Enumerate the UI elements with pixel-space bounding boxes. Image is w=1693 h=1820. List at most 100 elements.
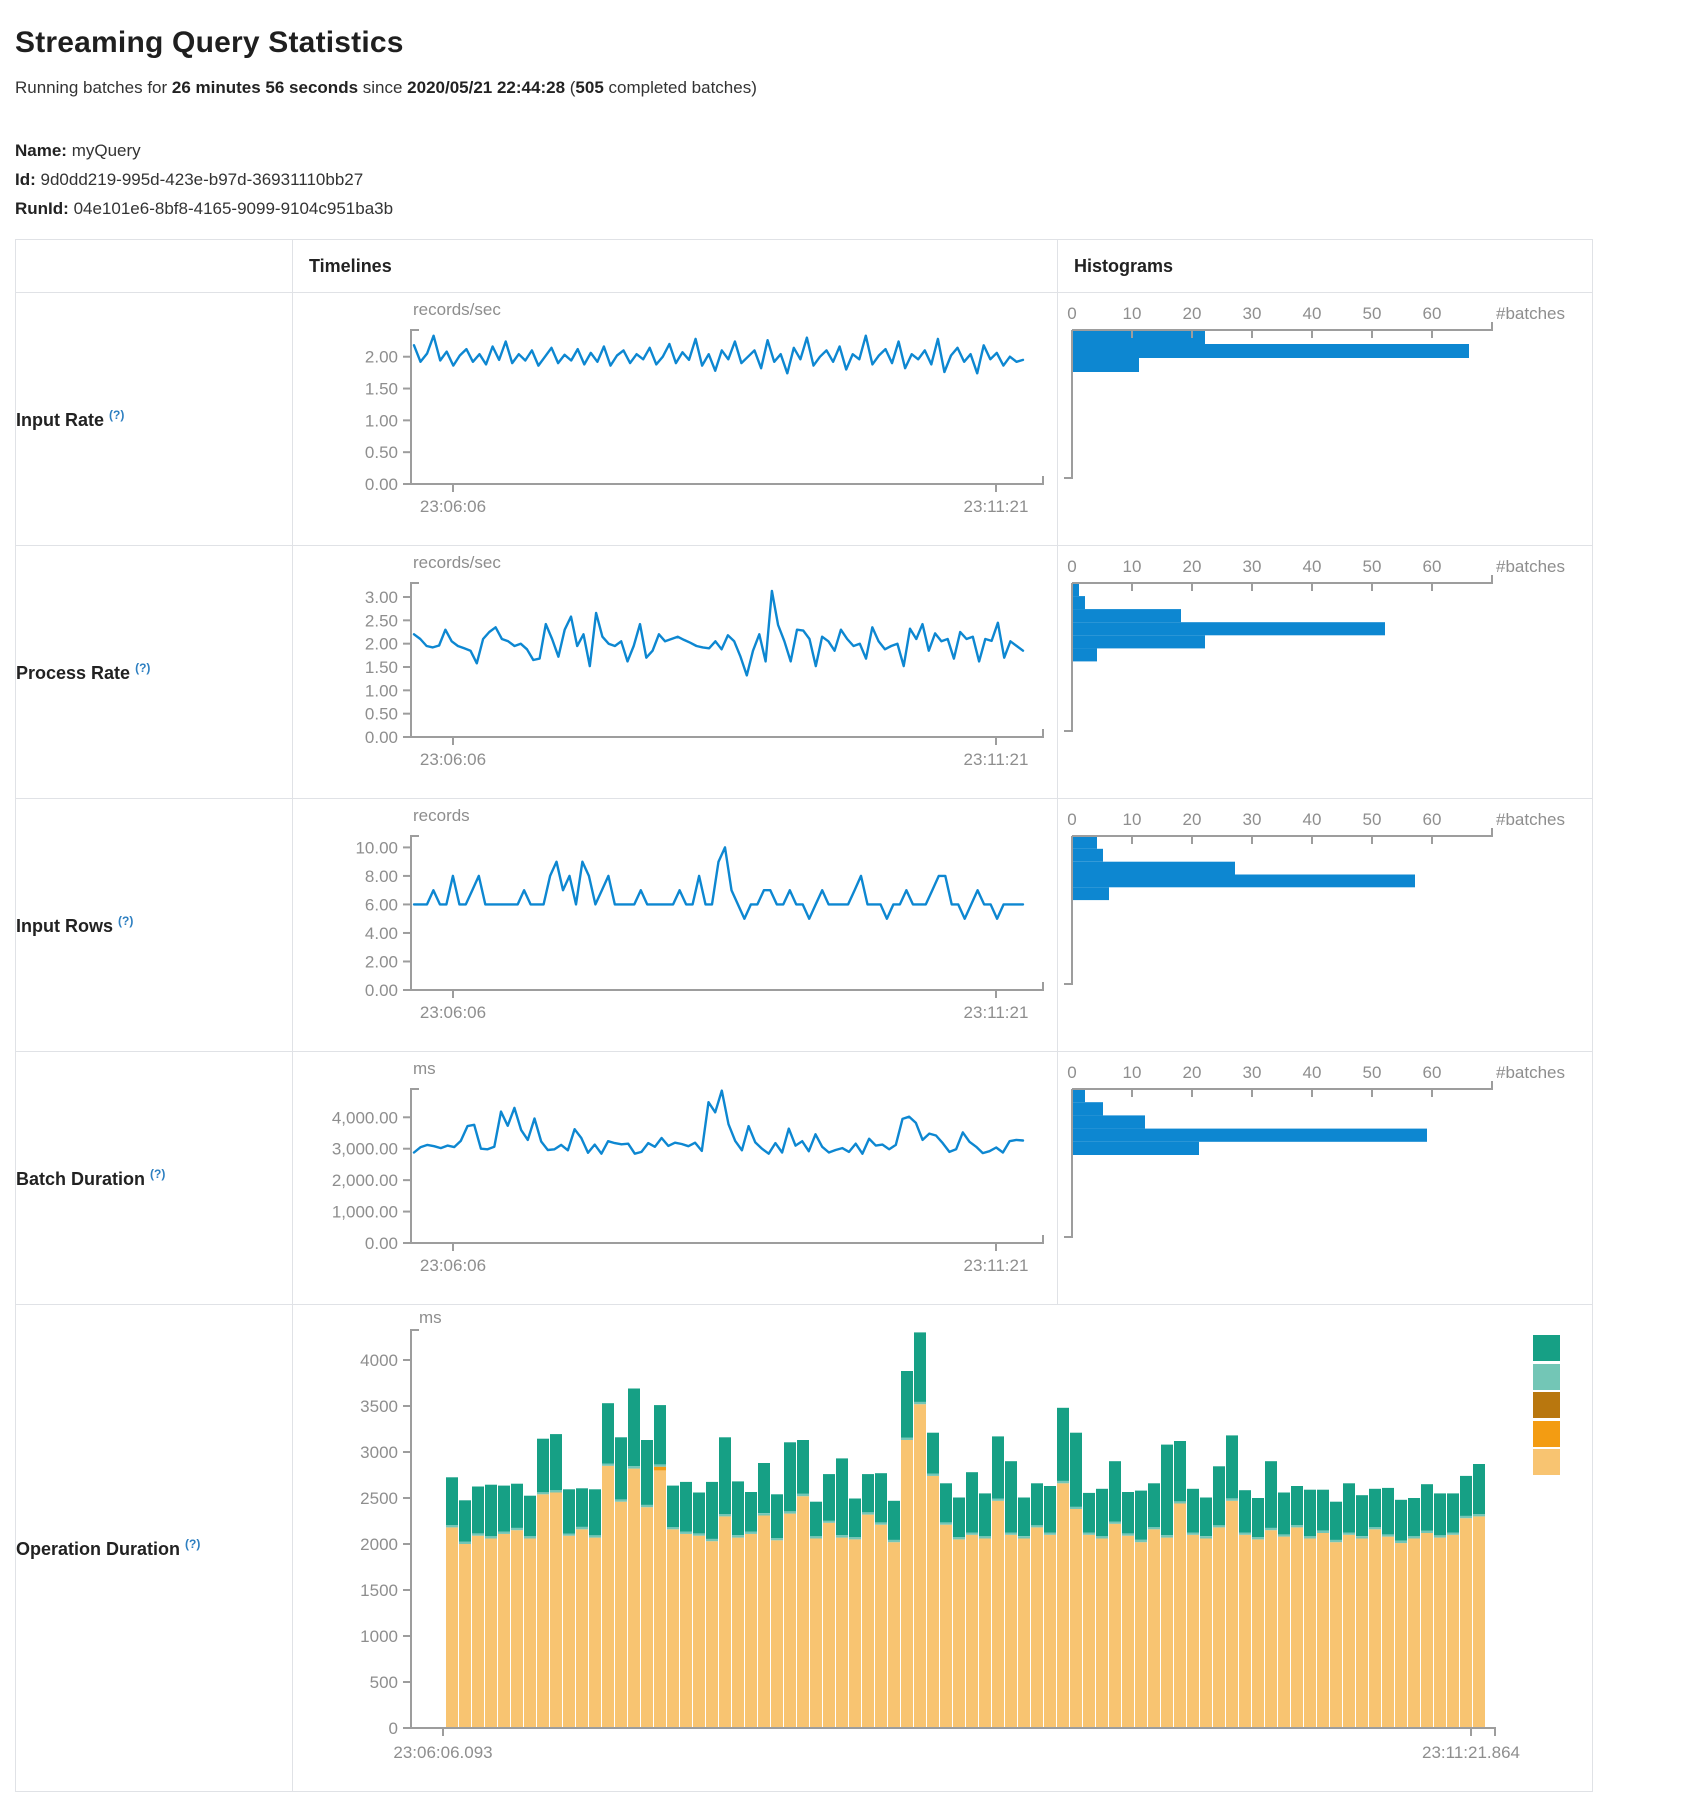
svg-text:23:11:21: 23:11:21 [964,497,1029,516]
help-icon[interactable]: (?) [150,1166,166,1181]
input-rows-timeline-chart: records 0.00 2.00 4.00 6.00 8.00 10.00 23:06:06… [293,799,1057,1051]
start-timestamp: 2020/05/21 22:44:28 [407,78,566,97]
metric-label-cell: Input Rate (?) [15,292,293,546]
svg-text:#batches: #batches [1496,304,1565,323]
legend-swatch [1533,1421,1560,1447]
svg-text:20: 20 [1183,304,1202,323]
table-row-input-rate: Input Rate (?) records/sec 0.00 0.50 1.00 1.… [15,292,1593,546]
id-label: Id: [15,170,36,189]
svg-text:1.00: 1.00 [365,411,398,430]
svg-text:#batches: #batches [1496,557,1565,576]
batch-duration-histogram-chart: 0 10 20 30 40 50 60 #batches [1058,1052,1592,1304]
legend-swatch [1533,1392,1560,1418]
svg-text:1000: 1000 [360,1627,398,1646]
batch-duration-label: Batch Duration [16,1168,146,1189]
table-header-row: Timelines Histograms [15,239,1593,293]
svg-text:60: 60 [1423,1063,1442,1082]
help-icon[interactable]: (?) [135,660,151,675]
help-icon[interactable]: (?) [118,913,134,928]
svg-text:1.00: 1.00 [365,681,398,700]
svg-text:2000: 2000 [360,1535,398,1554]
svg-text:10: 10 [1123,304,1142,323]
svg-text:3500: 3500 [360,1397,398,1416]
svg-text:0.00: 0.00 [365,475,398,494]
svg-text:40: 40 [1303,304,1322,323]
operation-duration-chart: ms 0 500 1000 1500 2000 2500 3000 3500 4000 23:06:… [293,1305,1592,1791]
input-rows-histogram-chart: 0 10 20 30 40 50 60 #batches [1058,799,1592,1051]
svg-text:40: 40 [1303,557,1322,576]
svg-text:23:11:21: 23:11:21 [964,1003,1029,1022]
svg-text:4000: 4000 [360,1351,398,1370]
svg-text:0: 0 [1067,1063,1076,1082]
svg-text:1,000.00: 1,000.00 [332,1203,398,1222]
help-icon[interactable]: (?) [185,1536,201,1551]
table-row-process-rate: Process Rate (?) records/sec 0.00 0.50 1.00… [15,545,1593,799]
svg-text:0.00: 0.00 [365,728,398,747]
svg-text:10: 10 [1123,1063,1142,1082]
svg-text:30: 30 [1243,304,1262,323]
svg-text:2.00: 2.00 [365,635,398,654]
table-row-batch-duration: Batch Duration (?) ms 0.00 1,000.00 2,000.0… [15,1051,1593,1305]
query-runid-line: RunId: 04e101e6-8bf8-4165-9099-9104c951b… [15,194,1678,223]
svg-text:0.00: 0.00 [365,1234,398,1253]
svg-text:500: 500 [370,1673,398,1692]
svg-text:23:11:21.864: 23:11:21.864 [1422,1743,1520,1762]
svg-text:4,000.00: 4,000.00 [332,1108,398,1127]
svg-text:0: 0 [1067,304,1076,323]
svg-text:40: 40 [1303,810,1322,829]
query-metadata: Name: myQuery Id: 9d0dd219-995d-423e-b97… [15,136,1678,223]
svg-text:2,000.00: 2,000.00 [332,1171,398,1190]
svg-text:3.00: 3.00 [365,588,398,607]
svg-text:4.00: 4.00 [365,924,398,943]
process-rate-histogram-chart: 0 10 20 30 40 50 60 #batches [1058,546,1592,798]
svg-text:50: 50 [1363,304,1382,323]
svg-text:0: 0 [1067,557,1076,576]
query-id-line: Id: 9d0dd219-995d-423e-b97d-36931110bb27 [15,165,1678,194]
svg-text:20: 20 [1183,557,1202,576]
svg-text:ms: ms [419,1308,442,1327]
metric-column-header [15,239,293,293]
svg-text:3,000.00: 3,000.00 [332,1140,398,1159]
svg-text:23:06:06: 23:06:06 [420,497,486,516]
id-value: 9d0dd219-995d-423e-b97d-36931110bb27 [40,170,364,189]
svg-text:40: 40 [1303,1063,1322,1082]
svg-text:23:06:06: 23:06:06 [420,1256,486,1275]
metric-label-cell: Operation Duration (?) [15,1304,293,1792]
summary-text: completed batches) [603,78,757,97]
svg-text:0: 0 [389,1719,398,1738]
name-label: Name: [15,141,67,160]
timelines-column-header: Timelines [292,239,1058,293]
summary-text: ( [565,78,576,97]
running-batches-summary: Running batches for 26 minutes 56 second… [15,78,1678,98]
help-icon[interactable]: (?) [109,407,125,422]
completed-batches-count: 505 [575,78,604,97]
summary-text: Running batches for [15,78,172,97]
page-title: Streaming Query Statistics [15,26,404,59]
summary-text: since [358,78,408,97]
runid-label: RunId: [15,199,69,218]
input-rate-timeline-chart: records/sec 0.00 0.50 1.00 1.50 2.00 23:06:06 2… [293,293,1057,545]
svg-text:2.00: 2.00 [365,348,398,367]
svg-text:2.50: 2.50 [365,611,398,630]
process-rate-label: Process Rate [16,662,131,683]
svg-text:1500: 1500 [360,1581,398,1600]
svg-text:0.50: 0.50 [365,443,398,462]
svg-text:0.00: 0.00 [365,981,398,1000]
table-row-input-rows: Input Rows (?) records 0.00 2.00 4.00 6.00 8.… [15,798,1593,1052]
svg-text:23:06:06: 23:06:06 [420,1003,486,1022]
name-value: myQuery [71,141,141,160]
legend-swatch [1533,1335,1560,1361]
svg-text:6.00: 6.00 [365,895,398,914]
metric-label-cell: Batch Duration (?) [15,1051,293,1305]
legend-swatch [1533,1364,1560,1390]
svg-text:2500: 2500 [360,1489,398,1508]
input-rate-label: Input Rate [16,409,104,430]
svg-text:records/sec: records/sec [413,300,501,319]
svg-text:0.50: 0.50 [365,705,398,724]
svg-text:#batches: #batches [1496,1063,1565,1082]
running-duration: 26 minutes 56 seconds [171,78,359,97]
svg-text:23:11:21: 23:11:21 [964,1256,1029,1275]
svg-text:records: records [413,806,470,825]
batch-duration-timeline-chart: ms 0.00 1,000.00 2,000.00 3,000.00 4,000.00 23… [293,1052,1057,1304]
